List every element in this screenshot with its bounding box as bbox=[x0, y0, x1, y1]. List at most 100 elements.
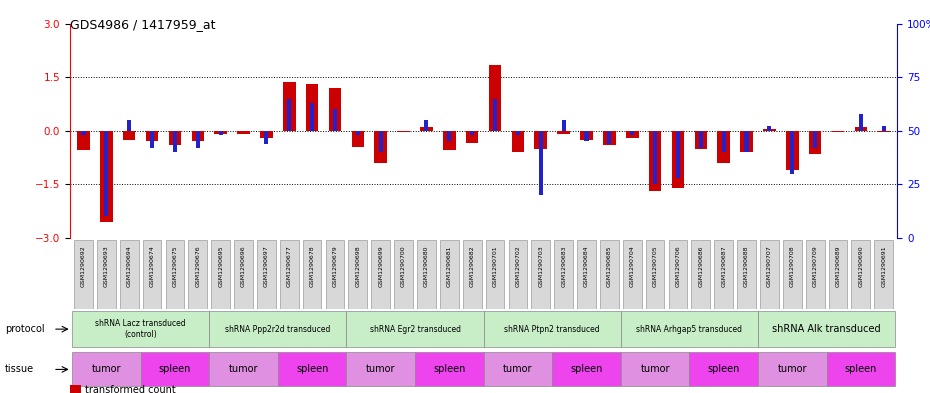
Text: GSM1290699: GSM1290699 bbox=[379, 245, 383, 287]
Bar bbox=[283, 83, 296, 130]
Bar bbox=[717, 130, 730, 163]
FancyBboxPatch shape bbox=[852, 240, 870, 309]
Bar bbox=[764, 129, 776, 130]
Text: GSM1290698: GSM1290698 bbox=[355, 245, 360, 287]
Bar bbox=[562, 120, 565, 130]
Bar bbox=[626, 130, 639, 138]
Bar bbox=[260, 130, 272, 138]
Text: spleen: spleen bbox=[296, 364, 328, 375]
Bar bbox=[767, 127, 772, 130]
Bar bbox=[168, 130, 181, 145]
Text: shRNA Egr2 transduced: shRNA Egr2 transduced bbox=[369, 325, 460, 334]
FancyBboxPatch shape bbox=[209, 311, 346, 347]
Bar bbox=[671, 130, 684, 188]
Bar bbox=[855, 127, 867, 130]
FancyBboxPatch shape bbox=[829, 240, 847, 309]
FancyBboxPatch shape bbox=[74, 240, 93, 309]
Bar bbox=[375, 130, 387, 163]
FancyBboxPatch shape bbox=[303, 240, 322, 309]
FancyBboxPatch shape bbox=[758, 353, 827, 386]
Text: spleen: spleen bbox=[708, 364, 740, 375]
Text: spleen: spleen bbox=[433, 364, 466, 375]
FancyBboxPatch shape bbox=[578, 240, 596, 309]
FancyBboxPatch shape bbox=[600, 240, 618, 309]
Bar bbox=[722, 130, 725, 152]
Text: GSM1290705: GSM1290705 bbox=[653, 245, 658, 287]
Text: GSM1290700: GSM1290700 bbox=[401, 245, 406, 287]
FancyBboxPatch shape bbox=[669, 240, 687, 309]
FancyBboxPatch shape bbox=[346, 311, 484, 347]
Bar bbox=[512, 130, 525, 152]
FancyBboxPatch shape bbox=[349, 240, 367, 309]
Bar bbox=[858, 114, 863, 130]
FancyBboxPatch shape bbox=[371, 240, 390, 309]
FancyBboxPatch shape bbox=[97, 240, 115, 309]
Bar bbox=[424, 120, 429, 130]
FancyBboxPatch shape bbox=[440, 240, 458, 309]
Bar bbox=[786, 130, 799, 170]
FancyBboxPatch shape bbox=[72, 353, 140, 386]
Text: GSM1290691: GSM1290691 bbox=[882, 245, 886, 287]
FancyBboxPatch shape bbox=[554, 240, 573, 309]
Bar bbox=[653, 130, 658, 184]
Bar bbox=[173, 130, 177, 152]
FancyBboxPatch shape bbox=[209, 353, 278, 386]
Text: GSM1290707: GSM1290707 bbox=[767, 245, 772, 287]
Text: spleen: spleen bbox=[570, 364, 603, 375]
Bar bbox=[352, 130, 365, 147]
Text: protocol: protocol bbox=[5, 324, 45, 334]
Bar bbox=[192, 130, 204, 141]
Text: GSM1290695: GSM1290695 bbox=[219, 245, 223, 287]
Bar bbox=[535, 130, 547, 149]
Bar bbox=[127, 120, 131, 130]
FancyBboxPatch shape bbox=[484, 353, 552, 386]
Bar bbox=[77, 130, 90, 150]
Bar bbox=[580, 130, 592, 140]
Bar bbox=[603, 130, 616, 145]
Bar bbox=[150, 130, 154, 148]
Bar bbox=[100, 130, 113, 222]
Bar bbox=[306, 84, 318, 130]
Bar bbox=[310, 103, 314, 130]
FancyBboxPatch shape bbox=[714, 240, 733, 309]
FancyBboxPatch shape bbox=[689, 353, 758, 386]
FancyBboxPatch shape bbox=[691, 240, 711, 309]
Text: shRNA Ptpn2 transduced: shRNA Ptpn2 transduced bbox=[504, 325, 600, 334]
Text: GSM1290682: GSM1290682 bbox=[470, 245, 474, 287]
Bar bbox=[123, 130, 136, 140]
Text: tumor: tumor bbox=[777, 364, 807, 375]
Bar bbox=[104, 130, 109, 216]
Bar bbox=[420, 127, 432, 130]
Text: GSM1290702: GSM1290702 bbox=[515, 245, 521, 287]
Text: GSM1290697: GSM1290697 bbox=[264, 245, 269, 287]
FancyBboxPatch shape bbox=[621, 353, 689, 386]
Bar bbox=[877, 130, 890, 132]
FancyBboxPatch shape bbox=[758, 311, 896, 347]
Text: GSM1290703: GSM1290703 bbox=[538, 245, 543, 287]
Bar bbox=[333, 109, 337, 130]
FancyBboxPatch shape bbox=[760, 240, 778, 309]
Text: GSM1290708: GSM1290708 bbox=[790, 245, 795, 287]
Bar bbox=[676, 130, 680, 178]
Text: GSM1290688: GSM1290688 bbox=[744, 245, 749, 287]
Bar bbox=[493, 99, 498, 130]
FancyBboxPatch shape bbox=[189, 240, 207, 309]
Bar bbox=[356, 130, 360, 135]
FancyBboxPatch shape bbox=[278, 353, 346, 386]
Text: shRNA Ppp2r2d transduced: shRNA Ppp2r2d transduced bbox=[225, 325, 330, 334]
Text: GSM1290684: GSM1290684 bbox=[584, 245, 589, 287]
Bar bbox=[882, 127, 885, 130]
FancyBboxPatch shape bbox=[72, 311, 209, 347]
Text: GSM1290704: GSM1290704 bbox=[630, 245, 634, 287]
Text: GSM1290677: GSM1290677 bbox=[286, 245, 292, 287]
FancyBboxPatch shape bbox=[417, 240, 436, 309]
Text: GSM1290680: GSM1290680 bbox=[424, 245, 429, 287]
Bar bbox=[698, 130, 703, 148]
Text: GSM1290687: GSM1290687 bbox=[721, 245, 726, 287]
FancyBboxPatch shape bbox=[415, 353, 484, 386]
FancyBboxPatch shape bbox=[783, 240, 802, 309]
Text: tissue: tissue bbox=[5, 364, 33, 375]
FancyBboxPatch shape bbox=[120, 240, 139, 309]
Bar bbox=[447, 130, 451, 141]
Text: GSM1290679: GSM1290679 bbox=[333, 245, 338, 287]
